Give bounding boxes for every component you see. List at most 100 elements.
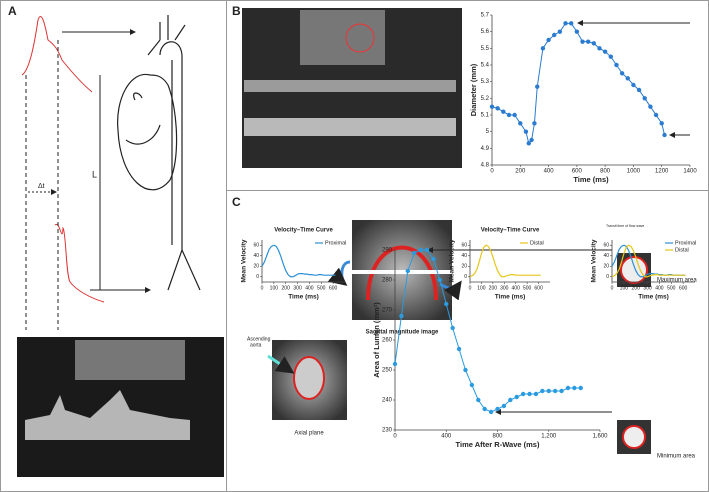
data-point xyxy=(501,403,507,409)
annotation: Maximum area xyxy=(657,278,697,284)
data-point xyxy=(585,39,591,44)
annotation: aorta xyxy=(250,342,262,348)
series-line xyxy=(469,244,541,278)
x-tick-label: 100 xyxy=(270,285,279,291)
y-tick-label: 40 xyxy=(461,253,467,259)
data-point xyxy=(597,46,602,51)
y-tick-label: 60 xyxy=(461,243,467,249)
data-point xyxy=(574,29,580,34)
y-axis-label: Mean Velocity xyxy=(241,239,248,282)
panel-label: A xyxy=(8,4,17,18)
y-tick-label: 0 xyxy=(256,274,259,280)
x-tick-label: 300 xyxy=(293,285,302,291)
x-tick-label: 100 xyxy=(620,285,629,291)
doppler-inset xyxy=(75,340,185,380)
y-tick-label: 240 xyxy=(382,398,393,404)
data-point xyxy=(399,313,404,319)
data-point xyxy=(512,112,517,118)
data-point xyxy=(489,104,495,109)
data-point xyxy=(540,46,546,51)
data-point xyxy=(469,382,475,388)
x-tick-label: 200 xyxy=(282,285,291,291)
y-axis-label: Mean Velocity xyxy=(591,239,598,282)
data-point xyxy=(450,325,455,331)
data-point xyxy=(602,49,608,54)
x-tick-label: 400 xyxy=(305,285,314,291)
x-tick-label: 400 xyxy=(441,434,452,440)
x-tick-label: 0 xyxy=(261,285,264,291)
y-tick-label: 290 xyxy=(382,248,393,254)
data-point xyxy=(495,406,500,412)
x-tick-label: 200 xyxy=(489,285,498,291)
x-axis-label: Time (ms) xyxy=(288,294,319,301)
wall-band xyxy=(244,118,456,136)
wall-band xyxy=(244,80,456,92)
y-tick-label: 4.8 xyxy=(481,163,490,169)
x-tick-label: 0 xyxy=(469,285,472,291)
x-tick-label: 1400 xyxy=(683,169,697,175)
data-point xyxy=(506,112,512,118)
aortic-arch xyxy=(366,245,438,301)
y-tick-label: 40 xyxy=(603,253,609,259)
arrow xyxy=(327,260,351,286)
y-tick-label: 20 xyxy=(603,264,609,270)
data-point xyxy=(569,21,574,26)
x-tick-label: 1,200 xyxy=(541,434,557,440)
data-point xyxy=(488,409,494,415)
x-tick-label: 300 xyxy=(500,285,509,291)
x-axis-label: Time (ms) xyxy=(573,175,609,184)
annotation: Δt xyxy=(38,183,45,190)
y-tick-label: 5.6 xyxy=(481,29,490,35)
legend-label: Distal xyxy=(530,240,544,246)
y-tick-label: 20 xyxy=(253,264,259,270)
x-tick-label: 300 xyxy=(643,285,652,291)
y-tick-label: 60 xyxy=(603,243,609,249)
data-point xyxy=(625,76,630,81)
y-tick-label: 60 xyxy=(253,243,259,249)
annotation: Transit time of flow wave xyxy=(606,224,644,228)
data-point xyxy=(527,391,532,397)
x-tick-label: 600 xyxy=(679,285,688,291)
data-point xyxy=(659,121,664,126)
y-tick-label: 20 xyxy=(461,264,467,270)
x-tick-label: 400 xyxy=(512,285,521,291)
x-axis-label: Time (ms) xyxy=(638,294,669,301)
x-tick-label: 600 xyxy=(329,285,338,291)
x-tick-label: 500 xyxy=(317,285,326,291)
chart-title: Velocity–Time Curve xyxy=(274,228,333,234)
chart-title: Velocity–Time Curve xyxy=(481,228,540,234)
data-point xyxy=(580,39,585,44)
data-point xyxy=(526,141,531,146)
legend-label: Distal xyxy=(675,247,689,253)
inset-circle xyxy=(345,23,375,53)
y-tick-label: 230 xyxy=(382,428,393,434)
x-axis-label: Time After R-Wave (ms) xyxy=(456,440,540,449)
data-point xyxy=(437,277,443,283)
data-point xyxy=(520,391,526,397)
x-tick-label: 200 xyxy=(632,285,641,291)
x-tick-label: 0 xyxy=(611,285,614,291)
data-point xyxy=(631,82,636,88)
data-point xyxy=(662,132,667,138)
data-point xyxy=(546,388,551,394)
x-tick-label: 800 xyxy=(600,169,611,175)
x-tick-label: 500 xyxy=(667,285,676,291)
data-point xyxy=(572,385,577,391)
lumen-outline xyxy=(622,425,646,449)
x-tick-label: 100 xyxy=(477,285,486,291)
arrow xyxy=(267,354,295,374)
data-point xyxy=(418,247,423,253)
x-tick-label: 500 xyxy=(523,285,532,291)
y-axis-label: Diameter (mm) xyxy=(469,63,478,116)
data-point xyxy=(518,121,523,126)
data-point xyxy=(578,385,583,391)
annotation: Ascending xyxy=(247,336,271,342)
panel-label: C xyxy=(232,195,241,209)
y-tick-label: 5.4 xyxy=(481,63,490,69)
y-axis-label: Mean Velocity xyxy=(449,239,456,282)
data-point xyxy=(614,62,619,68)
y-tick-label: 270 xyxy=(382,308,393,314)
data-point xyxy=(552,388,558,394)
